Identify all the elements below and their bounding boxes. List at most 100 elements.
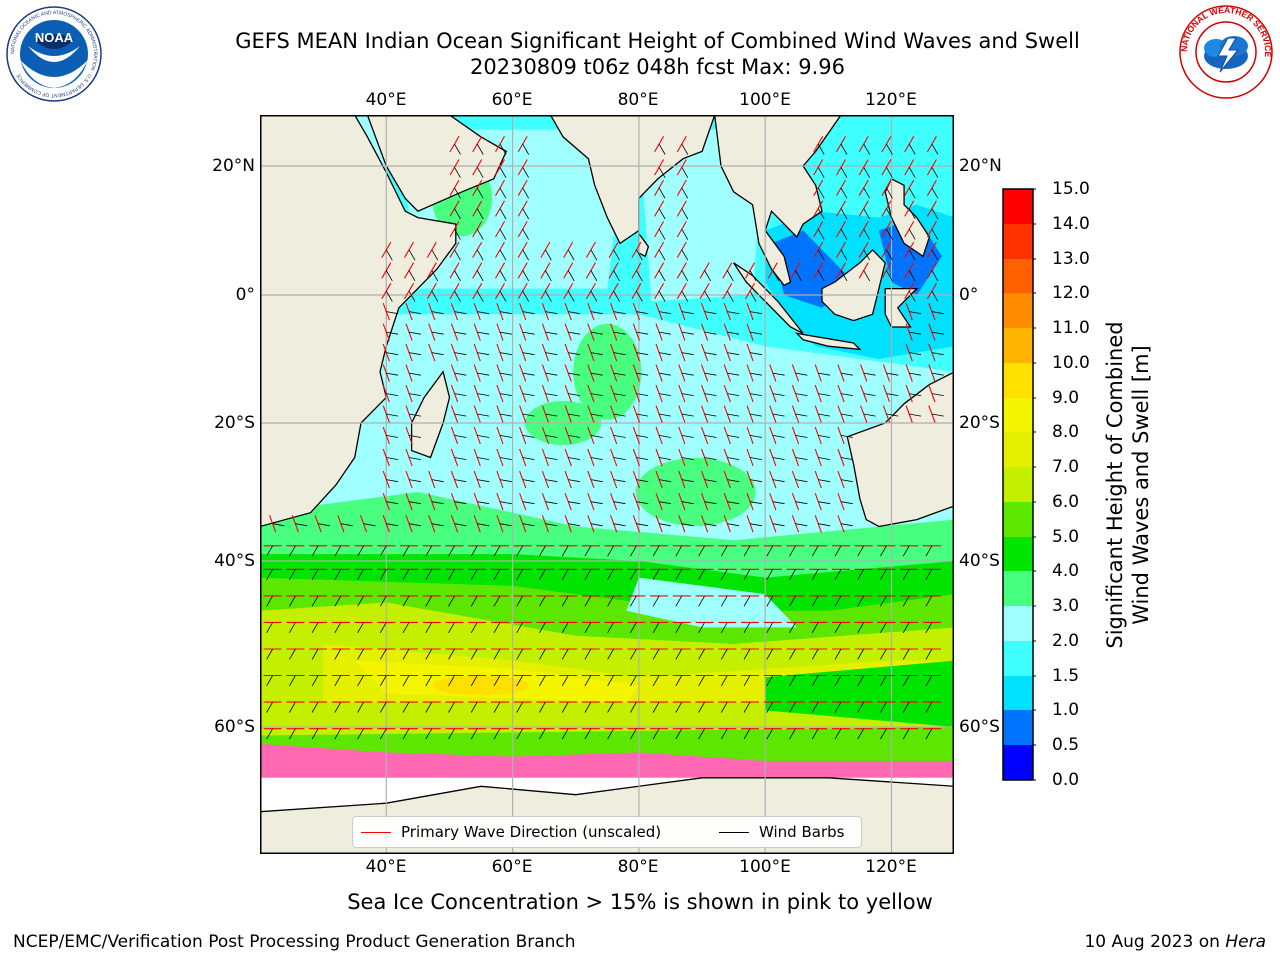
wind-barb — [289, 622, 296, 633]
wind-barb — [590, 352, 603, 356]
wind-barb — [568, 523, 581, 527]
wind-barb — [499, 290, 507, 302]
wind-barb — [766, 648, 774, 660]
wind-barb — [789, 675, 796, 687]
legend-item-wind-barbs: Wind Barbs — [719, 823, 844, 841]
colorbar-tick-label: 3.0 — [1052, 596, 1080, 616]
wave-direction-arrow — [723, 493, 731, 511]
wave-direction-arrow — [426, 262, 437, 279]
wind-barb — [402, 675, 410, 687]
wind-barb — [834, 595, 842, 607]
wind-barb — [499, 167, 507, 178]
wind-barb — [561, 701, 569, 713]
wind-barb — [499, 187, 507, 199]
wave-direction-arrow — [723, 384, 731, 403]
wind-barb — [840, 143, 848, 155]
wind-barb — [499, 413, 512, 417]
wind-barb — [425, 622, 433, 633]
wind-barb — [749, 393, 762, 396]
landmass — [884, 287, 919, 328]
wind-barb — [499, 143, 507, 155]
wind-barb — [857, 728, 865, 740]
wind-barb — [431, 270, 439, 282]
lat-label-left: 20°N — [212, 156, 255, 176]
wind-barb — [925, 648, 933, 660]
wind-barb — [379, 728, 387, 740]
wind-barb — [772, 457, 785, 460]
wind-barb — [908, 143, 916, 155]
wind-barb — [681, 187, 689, 199]
wind-barb — [720, 675, 728, 687]
wind-barb — [834, 622, 842, 633]
colorbar-tick-label: 13.0 — [1052, 249, 1090, 269]
wave-direction-arrow — [700, 384, 709, 403]
wind-barb — [539, 569, 546, 580]
colorbar-cell — [1003, 467, 1033, 502]
wave-direction-arrow — [428, 323, 436, 341]
wave-direction-arrow — [564, 493, 572, 511]
wind-barb — [675, 622, 683, 633]
wind-barb — [630, 545, 637, 557]
wind-barb — [772, 413, 785, 417]
wind-barb — [516, 728, 524, 740]
wind-barb — [704, 457, 717, 460]
wind-barb — [658, 143, 666, 155]
wind-barb — [720, 569, 728, 580]
wind-barb — [493, 545, 501, 557]
wind-barb — [886, 208, 893, 220]
wind-barb — [340, 523, 353, 527]
wind-barb — [266, 622, 273, 633]
wind-barb — [448, 545, 455, 557]
wind-barb — [727, 523, 740, 527]
wind-barb — [386, 501, 399, 505]
wind-barb — [834, 675, 842, 687]
lat-label-right: 40°S — [959, 551, 1000, 571]
wave-direction-arrow — [699, 283, 710, 300]
wave-direction-arrow — [654, 200, 665, 217]
wind-barb — [931, 208, 939, 220]
wind-barb — [425, 728, 433, 740]
wind-barb — [590, 393, 603, 396]
wind-barb — [454, 331, 467, 335]
wind-barb — [454, 229, 461, 240]
wind-barb — [811, 675, 819, 687]
wave-direction-arrow — [905, 384, 913, 403]
wave-direction-arrow — [359, 515, 368, 533]
wave-direction-arrow — [905, 343, 913, 362]
wind-barb — [811, 648, 819, 660]
wave-direction-arrow — [382, 343, 390, 362]
wind-barb — [522, 187, 530, 199]
wind-barb — [908, 249, 916, 261]
wind-barb — [863, 229, 871, 240]
wind-barb — [408, 270, 416, 282]
wind-barb — [630, 648, 637, 660]
wind-barb — [840, 479, 853, 483]
wind-barb — [681, 501, 694, 505]
wind-barb — [386, 311, 399, 315]
wind-barb — [379, 701, 387, 713]
wave-direction-arrow — [813, 179, 824, 196]
wind-barb — [681, 143, 689, 155]
wind-barb — [743, 648, 751, 660]
landmass — [821, 248, 886, 322]
wind-barb — [539, 675, 546, 687]
wind-barb — [925, 675, 933, 687]
wave-direction-arrow — [450, 364, 459, 382]
wind-barb — [493, 701, 501, 713]
wind-barb — [613, 393, 626, 396]
wind-barb — [476, 143, 484, 155]
wind-barb — [499, 352, 512, 356]
wind-barb — [811, 701, 819, 713]
wind-barb — [704, 413, 717, 417]
wind-barb — [357, 545, 364, 557]
wind-barb — [863, 393, 876, 396]
wave-direction-arrow — [428, 493, 436, 511]
wind-barb — [561, 622, 569, 633]
colorbar-cell — [1003, 676, 1033, 710]
wind-barb — [811, 595, 819, 607]
wind-barb — [545, 457, 558, 460]
wind-barb — [584, 648, 592, 660]
wind-barb — [857, 675, 865, 687]
wind-barb — [749, 413, 762, 417]
wind-barb — [522, 352, 535, 356]
